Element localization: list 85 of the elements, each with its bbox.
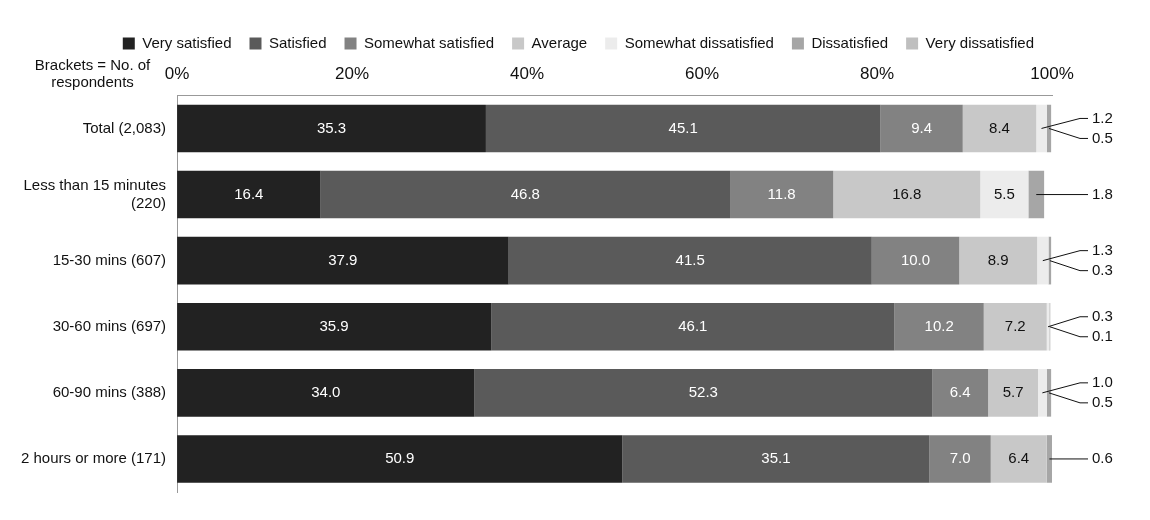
data-label: 37.9 [328,250,358,268]
y-tick-label: 30-60 mins (697) [52,316,167,334]
bar [1028,170,1045,219]
data-label: 1.3 [1092,240,1113,258]
bar [962,104,1037,153]
data-label: 35.3 [316,118,347,136]
data-label: 0.5 [1092,128,1113,146]
data-label: 8.4 [989,118,1010,136]
bar [871,236,960,285]
data-label: 45.1 [668,118,698,136]
bar [929,435,991,483]
bar [177,104,486,153]
bar [983,302,1047,351]
x-tick-label: 100% [1030,63,1074,83]
bar [1038,369,1047,417]
data-label: 0.6 [1092,449,1113,467]
y-tick-label: Less than 15 minutes (220) [23,175,167,211]
data-label: 1.2 [1092,108,1113,126]
data-label: 6.4 [1008,449,1030,467]
data-label: 52.3 [688,382,718,400]
bar [491,302,895,351]
data-label: 7.0 [949,449,971,467]
x-tick-label: 80% [860,63,895,83]
bar [1036,104,1047,153]
data-label: 0.3 [1092,306,1113,324]
y-tick-label: 15-30 mins (607) [52,250,167,268]
legend-label: Somewhat dissatisfied [624,33,774,51]
data-label: 8.9 [987,250,1009,268]
data-label: 1.8 [1092,184,1113,202]
y-tick-label: 2 hours or more (171) [20,449,167,467]
legend-label: Satisfied [268,33,327,51]
data-label: 46.8 [510,184,540,202]
y-tick-label: 60-90 mins (388) [52,382,167,400]
data-label: 1.0 [1092,372,1113,390]
bar [833,170,981,219]
bar [485,104,881,153]
bar [177,170,321,219]
data-label: 16.8 [892,184,922,202]
x-tick-label: 60% [685,63,720,83]
legend-label: Very satisfied [142,33,232,51]
data-label: 6.4 [949,382,971,400]
bar [508,236,872,285]
data-label: 10.0 [900,250,931,268]
data-label: 11.8 [767,184,796,202]
data-label: 0.5 [1092,392,1113,410]
data-label: 35.9 [319,316,349,334]
bar [177,236,509,285]
y-axis-title: Brackets = No. of respondents [34,55,152,90]
bar [988,369,1038,417]
legend-label: Somewhat satisfied [364,33,495,51]
legend-label: Average [531,33,588,51]
bar [320,170,731,219]
data-label: 7.2 [1004,316,1026,334]
bar [894,302,984,351]
data-label: 46.1 [678,316,708,334]
bar [1037,236,1049,285]
data-label: 10.2 [924,316,954,334]
data-label: 0.1 [1092,326,1113,344]
bar [990,435,1047,483]
data-label: 50.9 [385,449,415,467]
data-label: 16.4 [234,184,264,202]
bar [474,369,933,417]
bar [177,302,492,351]
data-label: 35.1 [761,449,791,467]
bar [980,170,1029,219]
legend-label: Dissatisfied [811,33,889,51]
y-tick-label: Total (2,083) [82,118,167,136]
data-label: 5.7 [1002,382,1024,400]
x-tick-label: 40% [510,63,545,83]
x-tick-label: 20% [335,63,370,83]
x-tick-label: 0% [164,63,190,83]
bar [177,435,623,483]
data-label: 0.3 [1092,260,1113,278]
bar [959,236,1038,285]
bar [932,369,989,417]
data-label: 41.5 [675,250,705,268]
bar [880,104,963,153]
data-label: 34.0 [311,382,341,400]
bar [177,369,475,417]
bar [730,170,834,219]
data-label: 5.5 [993,184,1015,202]
bar [1046,435,1052,483]
bar [622,435,930,483]
data-label: 9.4 [911,118,933,136]
legend-label: Very dissatisfied [925,33,1035,51]
